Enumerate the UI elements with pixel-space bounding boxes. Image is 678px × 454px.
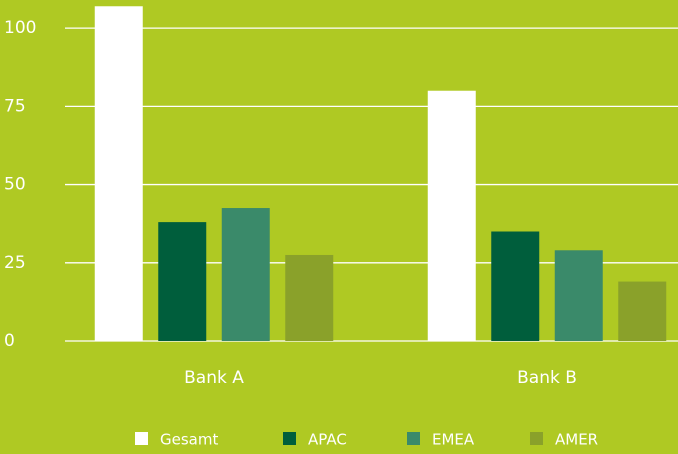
y-tick-label: 100 <box>4 18 36 38</box>
legend-swatch <box>407 432 420 445</box>
x-tick-label: Bank B <box>517 368 577 388</box>
bar <box>94 6 143 342</box>
bar <box>491 231 540 341</box>
x-tick-label: Bank A <box>184 368 244 388</box>
y-tick-label: 50 <box>4 175 26 195</box>
legend-swatch <box>283 432 296 445</box>
legend-swatch <box>135 432 148 445</box>
bar <box>618 281 667 341</box>
legend-label: AMER <box>555 431 598 449</box>
bar <box>427 90 476 342</box>
legend-label: EMEA <box>432 431 475 449</box>
y-tick-label: 25 <box>4 253 26 273</box>
legend-label: APAC <box>308 431 347 449</box>
bar <box>285 254 334 341</box>
y-tick-label: 75 <box>4 96 26 116</box>
bar <box>158 222 207 341</box>
bar <box>554 250 603 341</box>
y-tick-label: 0 <box>4 331 15 351</box>
bar <box>221 208 270 341</box>
legend-label: Gesamt <box>160 431 218 449</box>
legend-swatch <box>530 432 543 445</box>
